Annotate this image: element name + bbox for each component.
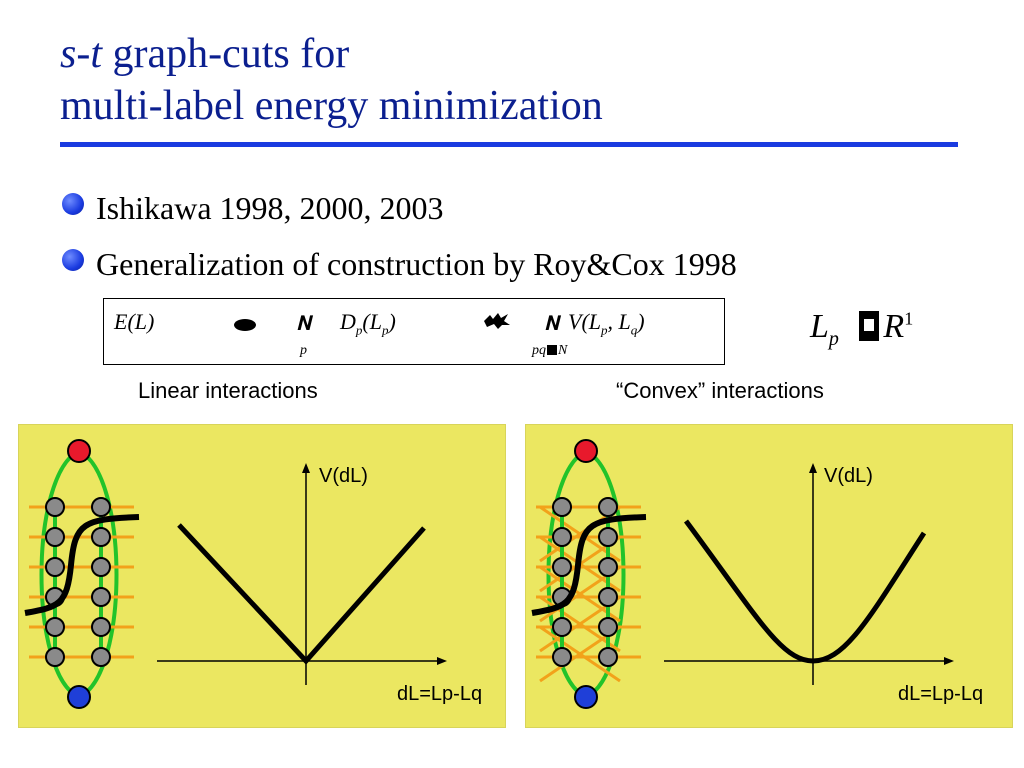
linear-x-axis-label: dL=Lp-Lq	[397, 683, 483, 705]
graph-node	[91, 647, 111, 667]
bullet-item-2: Generalization of construction by Roy&Co…	[62, 246, 737, 283]
sum-symbol-icon-1: 𝚴	[296, 313, 312, 335]
caption-linear: Linear interactions	[138, 378, 318, 403]
slide-title: s-t graph-cuts for multi-label energy mi…	[60, 28, 603, 132]
title-line-2: multi-label energy minimization	[60, 83, 603, 129]
formula-sum1-sub: p	[300, 343, 307, 358]
graph-node	[598, 557, 618, 577]
title-rule	[60, 142, 958, 147]
graph-node	[45, 557, 65, 577]
linear-diagram-svg	[24, 439, 447, 709]
convex-x-axis-label: dL=Lp-Lq	[898, 683, 984, 705]
source-node	[67, 439, 91, 463]
graph-node	[45, 527, 65, 547]
title-st: s-t	[60, 31, 102, 77]
bullet-text-1: Ishikawa 1998, 2000, 2003	[96, 190, 444, 226]
convex-potential-curve	[683, 519, 927, 664]
graph-node	[45, 647, 65, 667]
cut-curve	[531, 514, 647, 616]
label-domain: Lp R1	[810, 308, 914, 350]
formula-energy: E(L)	[114, 309, 155, 334]
graph-node	[552, 527, 572, 547]
graph-node	[91, 527, 111, 547]
convex-diagram-svg	[531, 439, 954, 709]
graph-node	[598, 647, 618, 667]
graph-node	[91, 587, 111, 607]
formula-V: V(Lp, Lq)	[568, 309, 645, 338]
graph-node	[91, 497, 111, 517]
y-axis-arrow-icon	[809, 463, 817, 473]
graph-node	[45, 617, 65, 637]
plus-glyph-icon	[482, 311, 512, 331]
graph-node	[598, 617, 618, 637]
convex-y-axis-label: V(dL)	[824, 465, 873, 487]
graph-node	[552, 647, 572, 667]
bullet-item-1: Ishikawa 1998, 2000, 2003	[62, 190, 444, 227]
panel-convex: V(dL) dL=Lp-Lq	[525, 424, 1013, 728]
graph-node	[91, 617, 111, 637]
graph-node	[598, 497, 618, 517]
graph-node	[598, 527, 618, 547]
formula-sum2-sub: pq N	[532, 343, 568, 358]
title-rest: graph-cuts for	[102, 31, 350, 77]
cut-curve	[24, 514, 140, 616]
graph-node	[552, 557, 572, 577]
bullet-dot-icon	[62, 249, 84, 271]
graph-node	[45, 497, 65, 517]
formula-D: Dp(Lp)	[340, 309, 396, 338]
graph-node	[598, 587, 618, 607]
energy-formula-box: E(L) 𝚴 p Dp(Lp) 𝚴 pq N V(Lp, Lq)	[103, 298, 725, 365]
bullet-text-2: Generalization of construction by Roy&Co…	[96, 246, 737, 282]
title-line-1: s-t graph-cuts for	[60, 28, 603, 80]
bullet-dot-icon	[62, 193, 84, 215]
sink-node	[67, 685, 91, 709]
source-node	[574, 439, 598, 463]
sink-node	[574, 685, 598, 709]
graph-node	[552, 617, 572, 637]
element-of-glyph-icon	[859, 311, 880, 341]
y-axis-arrow-icon	[302, 463, 310, 473]
x-axis-arrow-icon	[437, 657, 447, 665]
sum-symbol-icon-2: 𝚴	[544, 313, 560, 335]
graph-node	[91, 557, 111, 577]
x-axis-arrow-icon	[944, 657, 954, 665]
linear-potential-curve	[177, 523, 426, 665]
graph-node	[552, 497, 572, 517]
panel-linear: V(dL) dL=Lp-Lq	[18, 424, 506, 728]
equals-glyph-icon	[234, 319, 256, 331]
caption-convex: “Convex” interactions	[616, 378, 824, 403]
linear-y-axis-label: V(dL)	[319, 465, 368, 487]
